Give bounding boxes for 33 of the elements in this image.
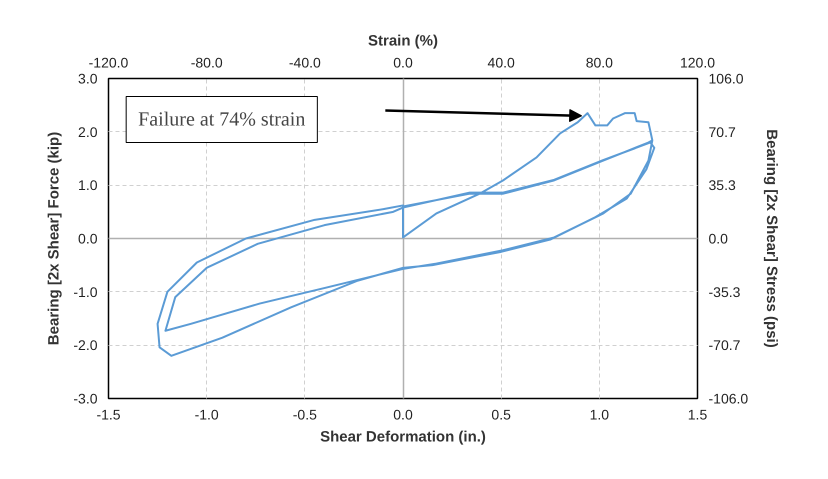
x2-tick-label: 120.0 xyxy=(680,54,716,70)
x-tick-label: 1.5 xyxy=(688,406,708,422)
y-tick-label: 2.0 xyxy=(78,124,98,140)
x-tick-label: 0.5 xyxy=(491,406,512,422)
x2-tick-label: -40.0 xyxy=(288,54,321,70)
y2-tick-label: -106.0 xyxy=(708,390,748,406)
y-tick-label: -2.0 xyxy=(73,337,98,354)
x-tick-label: -1.0 xyxy=(194,406,219,422)
x-axis-title: Shear Deformation (in.) xyxy=(320,428,486,446)
y2-axis-title: Bearing [2x Shear] Stress (psi) xyxy=(763,129,780,348)
x2-axis-title: Strain (%) xyxy=(368,32,438,50)
x-tick-label: -0.5 xyxy=(292,406,318,422)
x2-tick-label: 40.0 xyxy=(488,54,516,70)
x-tick-label: -1.5 xyxy=(96,406,121,422)
y2-tick-label: -35.3 xyxy=(708,284,741,300)
y-tick-label: -3.0 xyxy=(73,390,98,406)
y-tick-label: -1.0 xyxy=(73,284,98,300)
y2-tick-label: 106.0 xyxy=(708,70,744,86)
annotation: Failure at 74% strain xyxy=(138,108,306,130)
y-tick-label: 1.0 xyxy=(78,177,98,194)
y2-tick-label: -70.7 xyxy=(708,337,741,354)
x2-tick-label: 80.0 xyxy=(586,54,614,70)
x2-tick-label: 0.0 xyxy=(393,54,413,70)
y-tick-label: 3.0 xyxy=(78,70,98,86)
x2-tick-label: -80.0 xyxy=(190,54,223,70)
x2-tick-label: -120.0 xyxy=(88,54,129,70)
y-tick-label: 0.0 xyxy=(78,230,98,246)
x-tick-label: 0.0 xyxy=(393,406,413,422)
y-axis-title: Bearing [2x Shear] Force (kip) xyxy=(45,132,62,346)
x-tick-label: 1.0 xyxy=(590,406,610,422)
y2-tick-label: 35.3 xyxy=(708,177,736,194)
y2-tick-label: 70.7 xyxy=(708,124,736,140)
y2-tick-label: 0.0 xyxy=(708,230,728,246)
